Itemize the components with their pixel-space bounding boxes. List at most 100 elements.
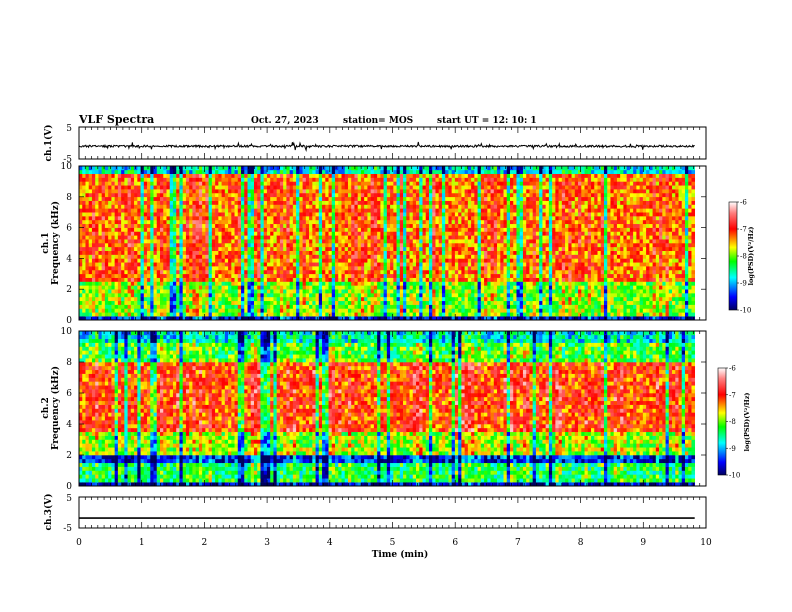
- spectrogram-cell: [292, 266, 297, 271]
- spectrogram-cell: [195, 177, 200, 182]
- spectrogram-cell: [224, 216, 229, 221]
- spectrogram-cell: [409, 293, 414, 298]
- spectrogram-cell: [325, 169, 329, 174]
- spectrogram-cell: [312, 189, 316, 194]
- spectrogram-cell: [182, 316, 187, 321]
- spectrogram-cell: [428, 308, 433, 313]
- spectrogram-cell: [380, 177, 384, 182]
- spectrogram-cell: [344, 196, 349, 201]
- spectrogram-cell: [296, 289, 300, 294]
- spectrogram-cell: [179, 166, 183, 171]
- spectrogram-cell: [312, 235, 316, 240]
- spectrogram-cell: [403, 185, 407, 190]
- spectrogram-cell: [101, 289, 106, 294]
- spectrogram-cell: [169, 219, 174, 225]
- spectrogram-cell: [189, 177, 193, 182]
- spectrogram-cell: [218, 273, 222, 278]
- spectrogram-cell: [283, 216, 287, 221]
- spectrogram-cell: [91, 281, 96, 286]
- spectrogram-cell: [127, 262, 132, 267]
- spectrogram-cell: [244, 262, 248, 267]
- spectrogram-cell: [160, 250, 164, 255]
- spectrogram-cell: [172, 266, 177, 271]
- spectrogram-cell: [458, 181, 462, 186]
- spectrogram-cell: [241, 243, 245, 248]
- spectrogram-cell: [315, 177, 320, 182]
- spectrogram-cell: [328, 177, 333, 182]
- spectrogram-cell: [185, 239, 190, 244]
- spectrogram-cell: [325, 285, 329, 290]
- spectrogram-cell: [221, 250, 226, 255]
- spectrogram-cell: [85, 289, 90, 294]
- spectrogram-cell: [377, 181, 381, 186]
- spectrogram-cell: [422, 173, 427, 178]
- spectrogram-cell: [357, 273, 362, 278]
- spectrogram-cell: [88, 273, 93, 278]
- spectrogram-cell: [140, 281, 145, 286]
- spectrogram-cell: [338, 219, 342, 225]
- spectrogram-cell: [147, 308, 151, 313]
- spectrogram-cell: [296, 208, 300, 213]
- spectrogram-cell: [215, 304, 219, 309]
- spectrogram-cell: [338, 204, 342, 209]
- spectrogram-cell: [328, 243, 333, 248]
- spectrogram-cell: [121, 185, 125, 190]
- spectrogram-cell: [127, 273, 132, 278]
- spectrogram-cell: [260, 285, 265, 290]
- spectrogram-cell: [351, 189, 355, 194]
- spectrogram-cell: [276, 212, 281, 217]
- spectrogram-cell: [292, 308, 297, 313]
- spectrogram-cell: [205, 269, 209, 275]
- spectrogram-cell: [172, 316, 177, 321]
- spectrogram-cell: [396, 312, 401, 317]
- spectrogram-cell: [441, 189, 446, 194]
- spectrogram-cell: [266, 227, 271, 232]
- spectrogram-cell: [399, 192, 404, 198]
- spectrogram-cell: [399, 316, 404, 321]
- spectrogram-cell: [215, 219, 219, 225]
- spectrogram-cell: [114, 204, 119, 209]
- spectrogram-cell: [88, 235, 93, 240]
- spectrogram-cell: [98, 289, 102, 294]
- spectrogram-cell: [289, 277, 294, 282]
- spectrogram-cell: [195, 227, 200, 232]
- spectrogram-cell: [273, 266, 277, 271]
- spectrogram-cell: [341, 216, 346, 221]
- spectrogram-cell: [244, 304, 248, 309]
- spectrogram-cell: [289, 312, 294, 317]
- spectrogram-cell: [137, 300, 141, 305]
- spectrogram-cell: [195, 192, 200, 198]
- spectrogram-cell: [218, 169, 222, 174]
- spectrogram-cell: [302, 196, 307, 201]
- spectrogram-cell: [344, 316, 349, 321]
- spectrogram-cell: [179, 243, 183, 248]
- spectrogram-cell: [231, 169, 235, 174]
- spectrogram-cell: [458, 269, 462, 275]
- spectrogram-cell: [380, 246, 384, 251]
- spectrogram-cell: [156, 293, 161, 298]
- spectrogram-cell: [396, 269, 401, 275]
- spectrogram-cell: [108, 235, 112, 240]
- spectrogram-cell: [292, 239, 297, 244]
- spectrogram-cell: [448, 181, 452, 186]
- spectrogram-cell: [441, 269, 446, 275]
- spectrogram-cell: [270, 281, 274, 286]
- spectrogram-cell: [270, 300, 274, 305]
- spectrogram-cell: [218, 200, 222, 205]
- spectrogram-cell: [247, 258, 252, 263]
- spectrogram-cell: [322, 177, 326, 182]
- spectrogram-cell: [341, 254, 346, 259]
- spectrogram-cell: [244, 189, 248, 194]
- spectrogram-cell: [432, 262, 436, 267]
- spectrogram-cell: [108, 273, 112, 278]
- spectrogram-cell: [425, 200, 430, 205]
- spectrogram-cell: [416, 250, 420, 255]
- spectrogram-cell: [121, 246, 125, 251]
- spectrogram-cell: [386, 239, 391, 244]
- spectrogram-cell: [283, 181, 287, 186]
- spectrogram-cell: [176, 166, 180, 171]
- spectrogram-cell: [351, 246, 355, 251]
- spectrogram-cell: [111, 293, 115, 298]
- spectrogram-cell: [114, 296, 119, 302]
- spectrogram-cell: [104, 235, 109, 240]
